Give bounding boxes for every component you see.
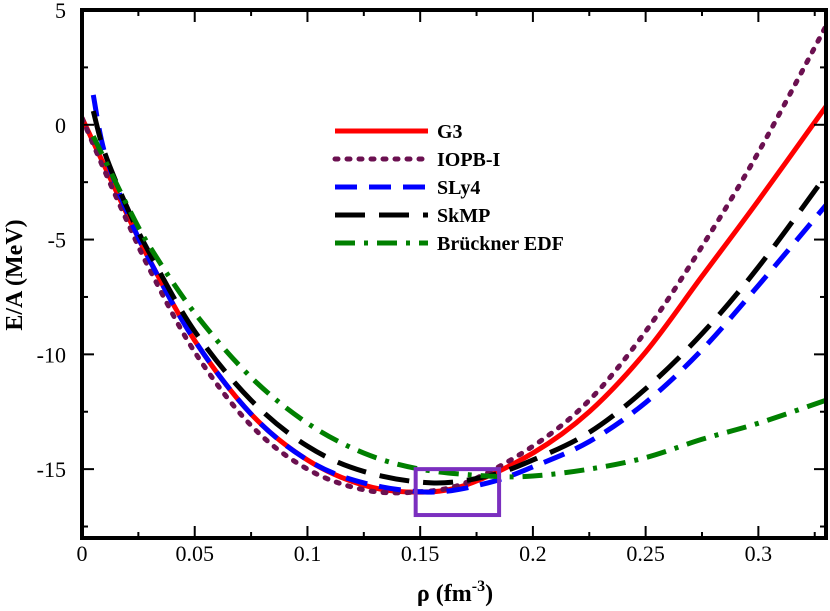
plot-frame bbox=[80, 8, 828, 540]
y-axis-label: E/A (MeV) bbox=[2, 219, 28, 330]
y-tick-label: 5 bbox=[55, 0, 66, 23]
legend: G3 IOPB-I SLy4 SkMP Brückner EDF bbox=[332, 121, 564, 255]
y-tick-label: -10 bbox=[37, 342, 66, 367]
x-axis-label-main: ρ (fm bbox=[417, 581, 472, 607]
legend-label-2: SLy4 bbox=[437, 177, 480, 199]
x-tick-label: 0.1 bbox=[294, 541, 322, 566]
series-layer bbox=[82, 23, 826, 496]
legend-label-1: IOPB-I bbox=[437, 149, 501, 171]
x-tick-label: 0.2 bbox=[519, 541, 547, 566]
ticks-layer: 0 0.05 0.1 0.15 0.2 0.25 0.3 5 0 -5 -10 -15 bbox=[37, 0, 826, 566]
x-axis-label-tail: ) bbox=[485, 581, 493, 607]
y-tick-label: -15 bbox=[37, 457, 66, 482]
x-axis-label-sup: -3 bbox=[472, 578, 485, 595]
y-tick-label: 0 bbox=[55, 113, 66, 138]
series-line-3 bbox=[90, 110, 826, 486]
series-line-1 bbox=[82, 23, 826, 496]
legend-label-3: SkMP bbox=[437, 205, 490, 227]
x-tick-label: 0.3 bbox=[745, 541, 773, 566]
x-tick-label: 0.05 bbox=[175, 541, 214, 566]
x-tick-label: 0.15 bbox=[401, 541, 440, 566]
x-tick-label: 0 bbox=[77, 541, 88, 566]
legend-label-4: Brückner EDF bbox=[437, 233, 564, 255]
highlight-box bbox=[413, 467, 502, 518]
y-tick-label: -5 bbox=[48, 228, 66, 253]
series-line-2 bbox=[90, 94, 826, 495]
x-axis-label: ρ (fm-3) bbox=[417, 578, 493, 607]
x-tick-label: 0.25 bbox=[626, 541, 665, 566]
legend-label-0: G3 bbox=[437, 121, 463, 143]
